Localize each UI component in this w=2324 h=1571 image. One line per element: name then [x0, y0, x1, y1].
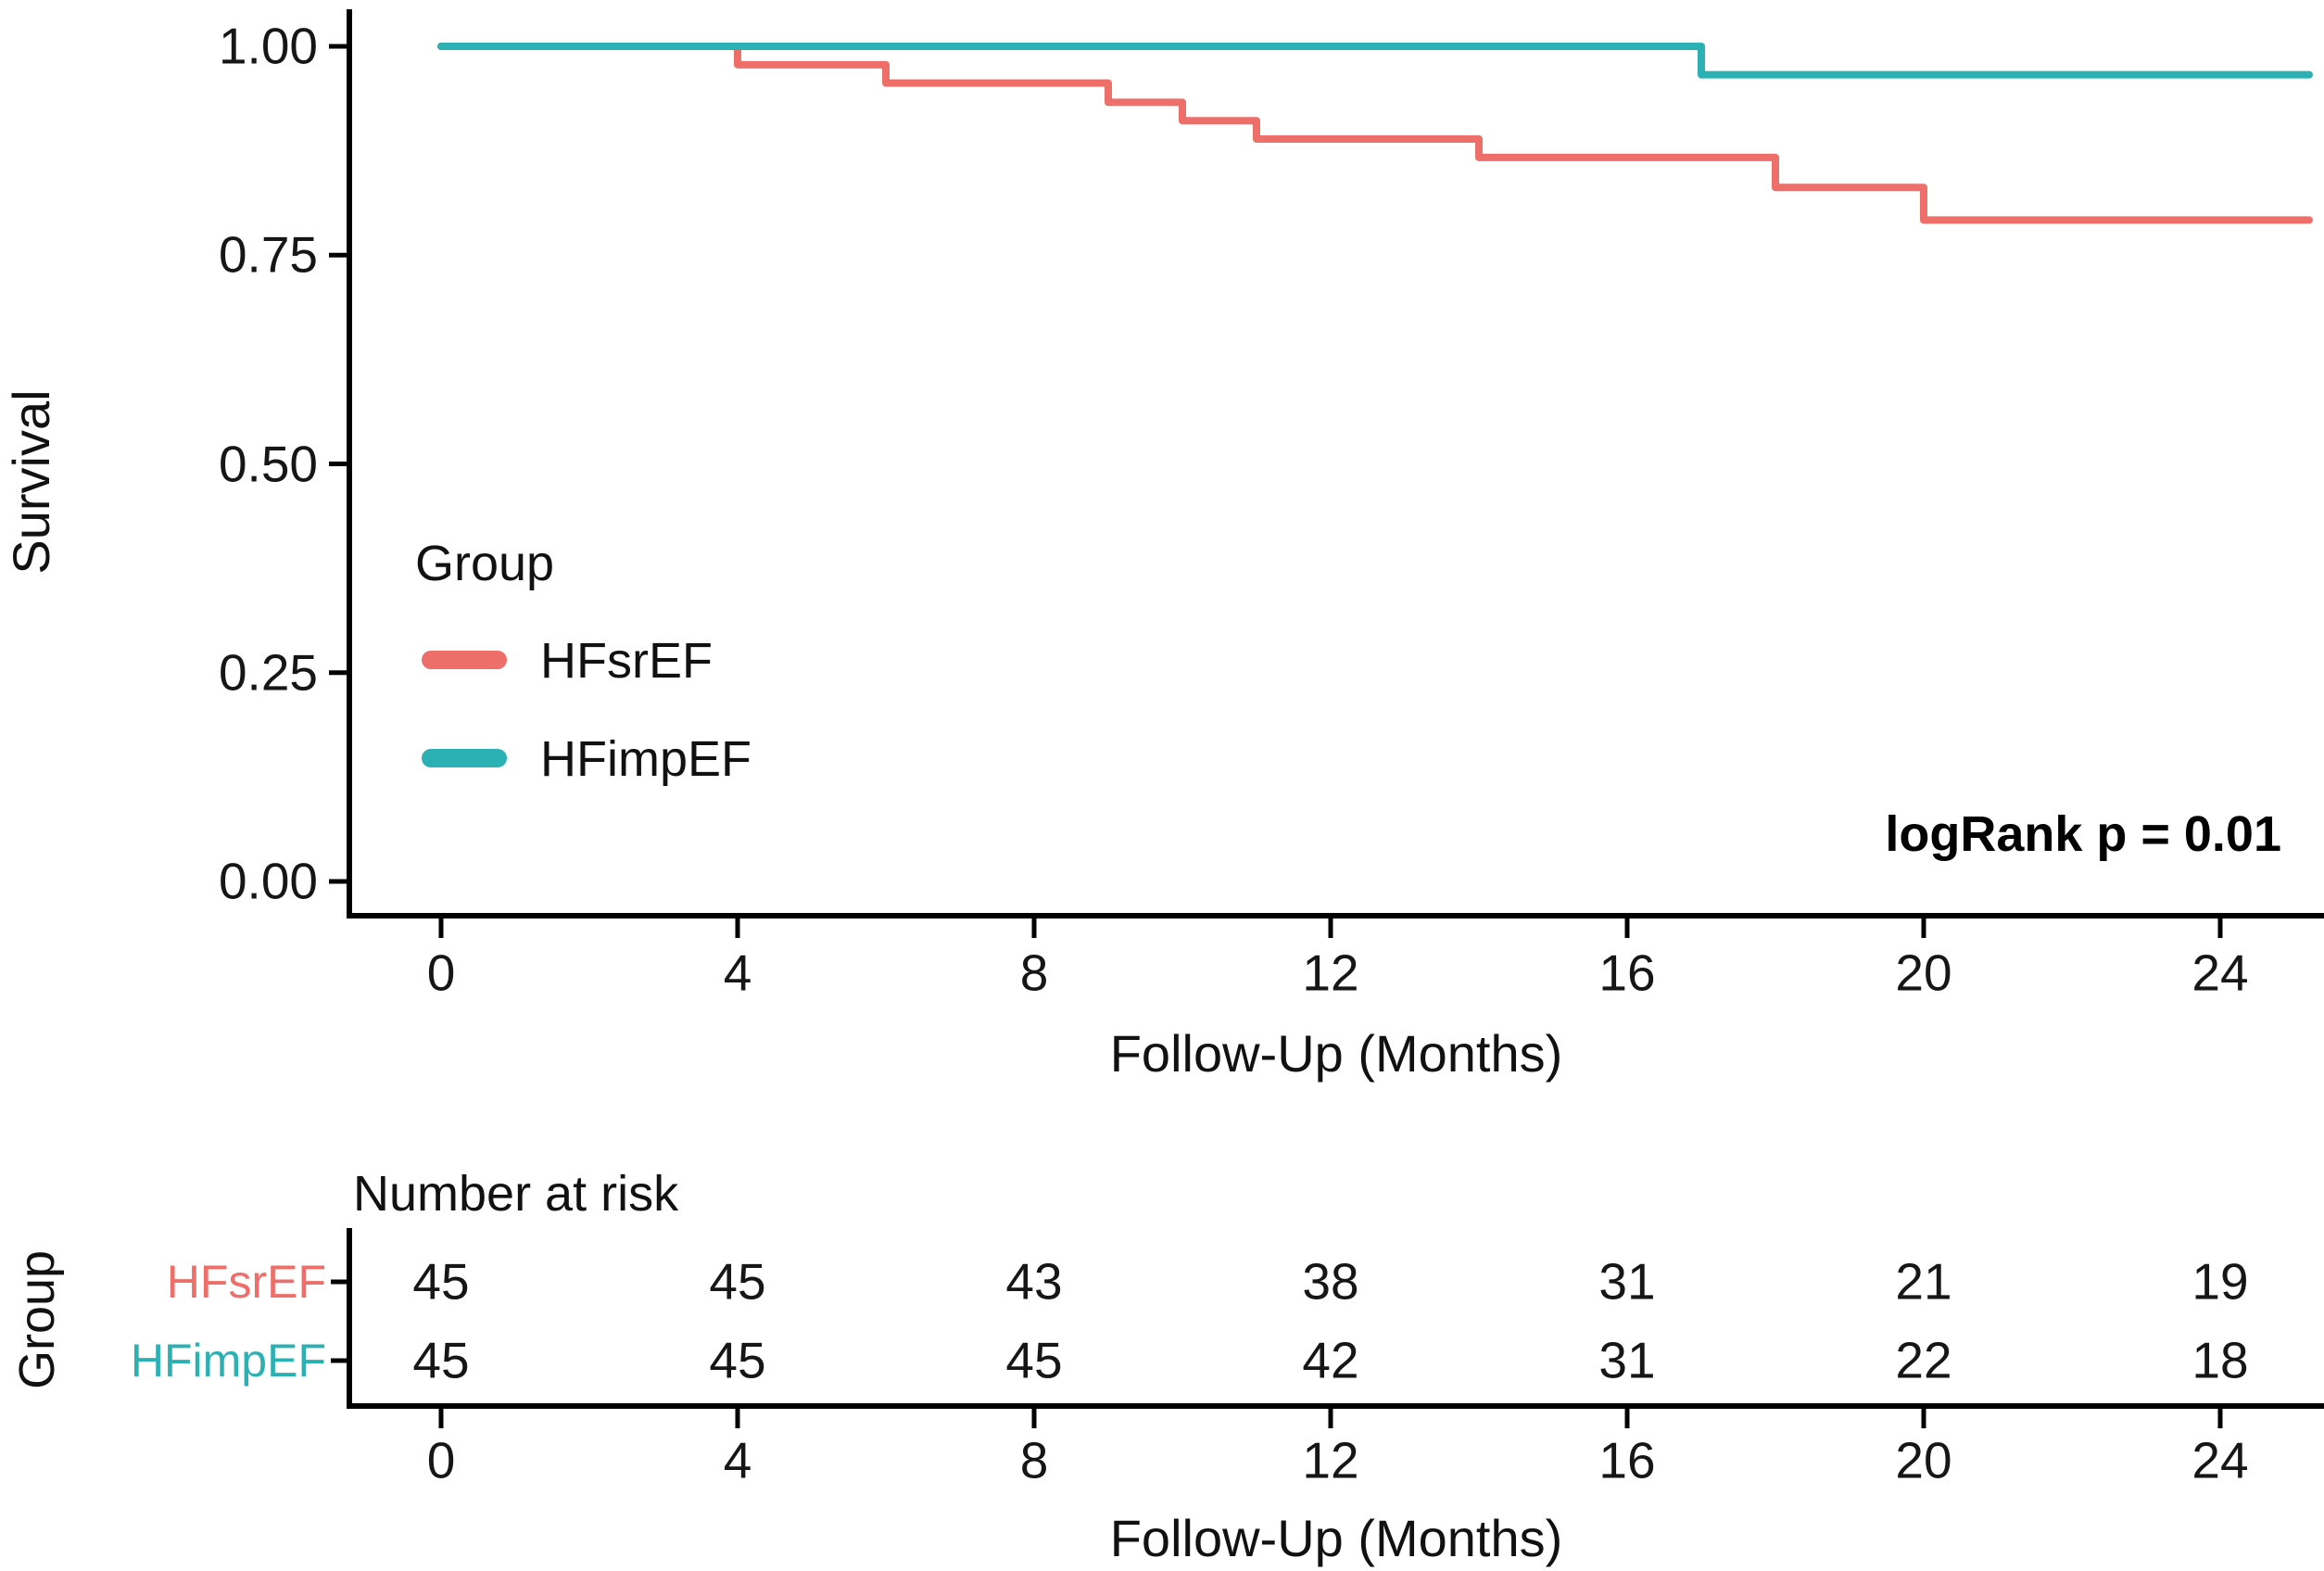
- risk-value-hfsref-m16: 31: [1598, 1252, 1656, 1311]
- risk-value-hfsref-m24: 19: [2191, 1252, 2249, 1311]
- survival-curves: [437, 43, 2313, 224]
- x-tick-label-4: 4: [723, 944, 752, 1002]
- risk-value-hfimpef-m16: 31: [1598, 1331, 1656, 1389]
- legend-label-hfsref: HFsrEF: [540, 633, 713, 689]
- risk-table-title: Number at risk: [353, 1166, 679, 1222]
- x-tick-label-20: 20: [1895, 944, 1952, 1002]
- risk-x-tick-label-24: 24: [2191, 1431, 2249, 1489]
- y-tick-label-1: 1.00: [218, 17, 318, 75]
- x-tick-label-8: 8: [1019, 944, 1049, 1002]
- risk-row-label-hfsref: HFsrEF: [166, 1256, 326, 1308]
- risk-x-tick-label-8: 8: [1019, 1431, 1049, 1489]
- legend-title: Group: [415, 536, 555, 591]
- risk-x-tick-label-0: 0: [426, 1431, 456, 1489]
- risk-x-tick-label-4: 4: [723, 1431, 752, 1489]
- risk-value-hfimpef-m8: 45: [1005, 1331, 1063, 1389]
- risk-value-hfimpef-m20: 22: [1895, 1331, 1952, 1389]
- x-axis-title: Follow-Up (Months): [1109, 1024, 1563, 1083]
- risk-value-hfimpef-m12: 42: [1302, 1331, 1359, 1389]
- legend-swatch-hfimpef: [422, 749, 507, 767]
- logrank-annotation: logRank p = 0.01: [1885, 806, 2281, 862]
- y-tick-label-0.75: 0.75: [218, 225, 318, 284]
- risk-value-hfsref-m0: 45: [412, 1252, 470, 1311]
- x-tick-label-24: 24: [2191, 944, 2249, 1002]
- risk-row-label-hfimpef: HFimpEF: [130, 1335, 326, 1387]
- risk-value-hfsref-m12: 38: [1302, 1252, 1359, 1311]
- curve-hfsref: [437, 43, 2313, 224]
- risk-value-hfsref-m4: 45: [709, 1252, 766, 1311]
- risk-value-hfimpef-m0: 45: [412, 1331, 470, 1389]
- y-tick-label-0: 0.00: [218, 852, 318, 910]
- risk-row-ticks: [331, 1279, 349, 1363]
- risk-x-tick-label-16: 16: [1598, 1431, 1656, 1489]
- risk-x-tick-label-12: 12: [1302, 1431, 1359, 1489]
- legend-swatch-hfsref: [422, 651, 507, 669]
- risk-value-hfimpef-m24: 18: [2191, 1331, 2249, 1389]
- y-tick-label-0.25: 0.25: [218, 643, 318, 702]
- curve-hfimpef: [437, 43, 2313, 79]
- risk-value-hfsref-m20: 21: [1895, 1252, 1952, 1311]
- legend-label-hfimpef: HFimpEF: [540, 731, 752, 787]
- risk-value-hfsref-m8: 43: [1005, 1252, 1063, 1311]
- main-x-axis-ticks: [438, 919, 2223, 938]
- x-tick-label-0: 0: [426, 944, 456, 1002]
- risk-x-axis-ticks: [438, 1409, 2223, 1428]
- x-tick-label-16: 16: [1598, 944, 1656, 1002]
- risk-x-axis-title: Follow-Up (Months): [1109, 1509, 1563, 1567]
- x-tick-label-12: 12: [1302, 944, 1359, 1002]
- risk-value-hfimpef-m4: 45: [709, 1331, 766, 1389]
- risk-x-tick-label-20: 20: [1895, 1431, 1952, 1489]
- y-tick-label-0.5: 0.50: [218, 435, 318, 492]
- main-y-axis-ticks: [329, 44, 349, 884]
